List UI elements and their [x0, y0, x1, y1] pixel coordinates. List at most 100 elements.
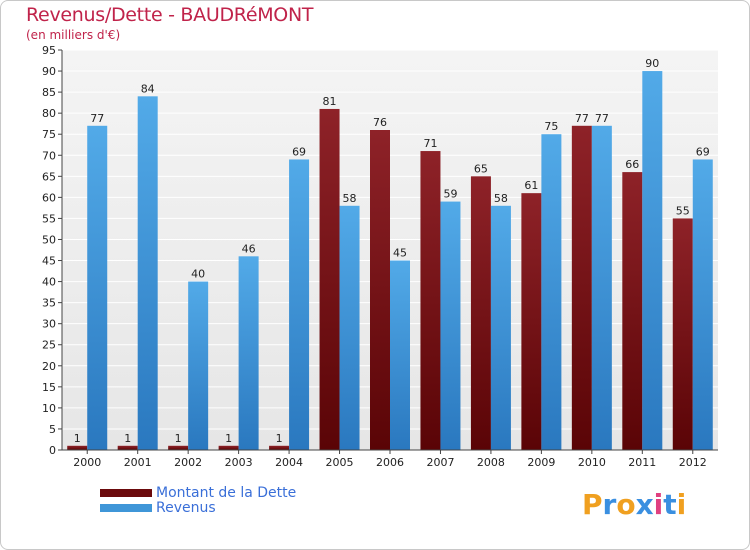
y-tick-label: 70	[42, 149, 56, 162]
y-tick-label: 20	[42, 360, 56, 373]
legend: Montant de la Dette Revenus	[100, 484, 297, 516]
data-label-revenus: 59	[443, 188, 457, 201]
data-label-revenus: 69	[292, 145, 306, 158]
bar-revenus	[339, 205, 360, 450]
y-tick-label: 85	[42, 86, 56, 99]
data-label-revenus: 90	[645, 57, 659, 70]
data-label-dette: 71	[423, 137, 437, 150]
bar-revenus	[490, 205, 511, 450]
data-label-revenus: 77	[595, 112, 609, 125]
legend-swatch-dette	[100, 488, 152, 497]
logo-letter: t	[663, 488, 677, 521]
bar-revenus	[591, 125, 612, 450]
x-tick-label: 2012	[679, 456, 707, 469]
data-label-dette: 1	[74, 432, 81, 445]
bar-revenus	[289, 159, 310, 450]
data-label-revenus: 75	[544, 120, 558, 133]
y-tick-label: 5	[49, 423, 56, 436]
bar-dette	[420, 151, 441, 451]
data-label-dette: 66	[625, 158, 639, 171]
data-label-revenus: 45	[393, 247, 407, 260]
y-tick-label: 15	[42, 381, 56, 394]
y-tick-label: 95	[42, 44, 56, 57]
logo-letter: i	[676, 488, 687, 521]
bar-dette	[622, 172, 643, 450]
bar-revenus	[692, 159, 713, 450]
x-tick-label: 2000	[73, 456, 101, 469]
data-label-revenus: 58	[343, 192, 357, 205]
data-label-dette: 1	[175, 432, 182, 445]
y-tick-label: 10	[42, 402, 56, 415]
x-tick-label: 2008	[477, 456, 505, 469]
x-tick-label: 2010	[578, 456, 606, 469]
data-label-revenus: 40	[191, 268, 205, 281]
y-tick-label: 75	[42, 128, 56, 141]
bar-revenus	[541, 134, 562, 451]
bar-revenus	[188, 281, 209, 450]
data-label-revenus: 69	[696, 145, 710, 158]
y-tick-label: 35	[42, 297, 56, 310]
logo-letter: o	[616, 488, 636, 521]
data-label-dette: 1	[124, 432, 131, 445]
y-tick-label: 40	[42, 276, 56, 289]
y-tick-label: 55	[42, 212, 56, 225]
data-label-dette: 61	[524, 179, 538, 192]
proxiti-logo: Proxiti	[582, 488, 686, 521]
logo-letter: i	[653, 488, 664, 521]
legend-swatch-revenus	[100, 503, 152, 512]
x-tick-label: 2002	[174, 456, 202, 469]
y-tick-label: 45	[42, 255, 56, 268]
chart-title: Revenus/Dette - BAUDRéMONT	[26, 4, 314, 26]
x-tick-label: 2011	[628, 456, 656, 469]
bar-revenus	[87, 125, 108, 450]
bar-revenus	[642, 71, 663, 450]
x-tick-label: 2004	[275, 456, 303, 469]
data-label-dette: 77	[575, 112, 589, 125]
x-tick-label: 2001	[124, 456, 152, 469]
legend-item-dette: Montant de la Dette	[100, 484, 297, 501]
data-label-revenus: 77	[90, 112, 104, 125]
bar-dette	[370, 130, 390, 450]
data-label-revenus: 84	[141, 82, 155, 95]
bar-dette	[269, 445, 290, 450]
data-label-dette: 65	[474, 162, 488, 175]
bar-dette	[117, 445, 138, 450]
x-tick-label: 2006	[376, 456, 404, 469]
bar-revenus	[440, 201, 461, 450]
y-tick-label: 0	[49, 444, 56, 457]
data-label-dette: 55	[676, 204, 690, 217]
data-label-dette: 1	[276, 432, 283, 445]
y-tick-label: 25	[42, 339, 56, 352]
x-tick-label: 2003	[225, 456, 253, 469]
legend-label-dette: Montant de la Dette	[156, 484, 297, 501]
data-label-dette: 81	[323, 95, 337, 108]
bar-dette	[470, 176, 491, 450]
y-tick-label: 50	[42, 233, 56, 246]
data-label-revenus: 46	[242, 242, 256, 255]
logo-letter: x	[635, 488, 654, 521]
chart-subtitle: (en milliers d'€)	[26, 28, 121, 42]
bar-dette	[218, 445, 239, 450]
bar-dette	[168, 445, 189, 450]
bar-revenus	[137, 96, 158, 450]
x-tick-label: 2005	[326, 456, 354, 469]
y-tick-label: 30	[42, 318, 56, 331]
bar-dette	[571, 125, 592, 450]
bar-dette	[672, 218, 693, 450]
logo-letter: P	[582, 488, 603, 521]
y-tick-label: 65	[42, 170, 56, 183]
legend-item-revenus: Revenus	[100, 499, 296, 516]
logo-letter: r	[602, 488, 617, 521]
data-label-dette: 1	[225, 432, 232, 445]
y-tick-label: 90	[42, 65, 56, 78]
x-tick-label: 2009	[527, 456, 555, 469]
legend-label-revenus: Revenus	[156, 499, 216, 516]
data-label-revenus: 58	[494, 192, 508, 205]
y-tick-label: 80	[42, 107, 56, 120]
data-label-dette: 76	[373, 116, 387, 129]
bar-dette	[521, 193, 542, 450]
bar-dette	[319, 108, 340, 451]
bar-revenus	[390, 260, 410, 450]
bar-dette	[67, 445, 88, 450]
